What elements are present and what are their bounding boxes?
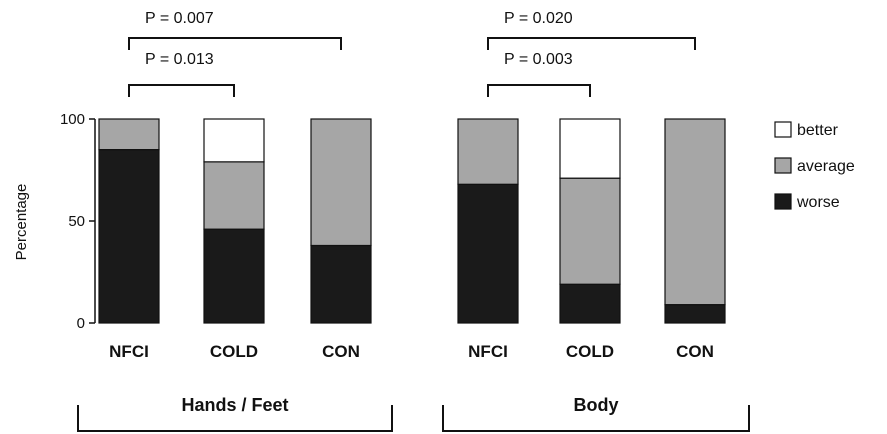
bracket-line-3: [487, 37, 696, 50]
group-labels: Hands / Feet Body: [77, 395, 750, 432]
category-label-hands-feet-cold: COLD: [210, 342, 258, 361]
bracket-3: P = 0.020: [487, 10, 696, 50]
p-value-label-3: P = 0.020: [504, 10, 573, 27]
legend-swatch-better: [774, 121, 792, 138]
bars: [98, 118, 726, 324]
bar-segment-body-con-worse: [664, 304, 726, 324]
bar-segment-hands-feet-con-average: [310, 118, 372, 247]
bar-segment-hands-feet-nfci-average: [98, 118, 160, 151]
bracket-line-0: [128, 84, 235, 97]
bracket-0: P = 0.013: [128, 51, 235, 97]
category-label-body-cold: COLD: [566, 342, 614, 361]
y-axis: 0 50 100: [60, 111, 96, 332]
bracket-2: P = 0.003: [487, 51, 591, 97]
category-label-body-con: CON: [676, 342, 714, 361]
bar-segment-hands-feet-cold-average: [203, 161, 265, 230]
y-tick-label-0: 0: [77, 315, 85, 332]
bar-body-nfci: [457, 118, 519, 324]
p-value-label-2: P = 0.003: [504, 51, 573, 68]
legend-swatch-average: [774, 157, 792, 174]
bar-hands-feet-cold: [203, 118, 265, 324]
bracket-1: P = 0.007: [128, 10, 342, 50]
legend-label-better: better: [797, 122, 839, 139]
bar-segment-body-cold-worse: [559, 283, 621, 324]
bar-body-con: [664, 118, 726, 324]
bar-segment-body-nfci-average: [457, 118, 519, 185]
group-bracket-hands-feet: [77, 405, 393, 432]
y-tick-label-50: 50: [68, 213, 85, 230]
bracket-line-1: [128, 37, 342, 50]
bar-segment-hands-feet-cold-worse: [203, 228, 265, 324]
bar-hands-feet-con: [310, 118, 372, 324]
group-bracket-body: [442, 405, 750, 432]
bar-segment-body-con-average: [664, 118, 726, 306]
group-label-hands-feet: Hands / Feet: [181, 395, 288, 415]
category-labels: NFCI COLD CON NFCI COLD CON: [109, 342, 714, 361]
bar-segment-hands-feet-cold-better: [203, 118, 265, 163]
bar-hands-feet-nfci: [98, 118, 160, 324]
category-label-hands-feet-con: CON: [322, 342, 360, 361]
y-tick-label-100: 100: [60, 111, 85, 128]
category-label-hands-feet-nfci: NFCI: [109, 342, 149, 361]
legend-label-average: average: [797, 158, 855, 175]
bar-segment-hands-feet-con-worse: [310, 244, 372, 324]
bar-segment-body-cold-average: [559, 177, 621, 285]
bar-segment-body-cold-better: [559, 118, 621, 179]
bar-body-cold: [559, 118, 621, 324]
category-label-body-nfci: NFCI: [468, 342, 508, 361]
bracket-line-2: [487, 84, 591, 97]
legend: better average worse: [774, 121, 855, 211]
group-label-body: Body: [574, 395, 619, 415]
legend-swatch-worse: [774, 193, 792, 210]
p-value-label-0: P = 0.013: [145, 51, 214, 68]
y-axis-title: Percentage: [13, 184, 30, 261]
p-value-label-1: P = 0.007: [145, 10, 214, 27]
legend-label-worse: worse: [796, 194, 840, 211]
bar-segment-body-nfci-worse: [457, 183, 519, 324]
significance-brackets: P = 0.013 P = 0.007 P = 0.003 P = 0.020: [128, 10, 696, 97]
bar-segment-hands-feet-nfci-worse: [98, 149, 160, 324]
